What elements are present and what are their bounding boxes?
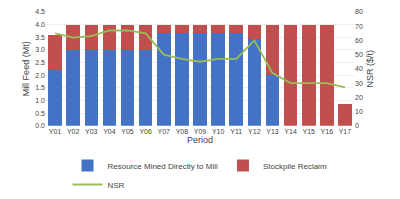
svg-text:3.5: 3.5 <box>35 34 45 41</box>
svg-text:Resource Mined Directly to Mil: Resource Mined Directly to Mill <box>108 162 218 171</box>
svg-text:20: 20 <box>355 94 363 101</box>
svg-text:Y03: Y03 <box>85 128 98 135</box>
svg-text:Y07: Y07 <box>158 128 171 135</box>
svg-text:Y14: Y14 <box>284 128 297 135</box>
svg-text:Y16: Y16 <box>321 128 334 135</box>
svg-text:Y02: Y02 <box>67 128 80 135</box>
svg-text:Y01: Y01 <box>49 128 62 135</box>
svg-text:3.0: 3.0 <box>35 46 45 53</box>
svg-text:Stockpile Reclaim: Stockpile Reclaim <box>263 162 327 171</box>
svg-text:Y05: Y05 <box>121 128 134 135</box>
svg-text:30: 30 <box>355 80 363 87</box>
svg-text:1.5: 1.5 <box>35 84 45 91</box>
svg-text:4.5: 4.5 <box>35 8 45 15</box>
svg-text:NSR: NSR <box>108 181 125 190</box>
svg-text:Y13: Y13 <box>266 128 279 135</box>
svg-text:2.0: 2.0 <box>35 72 45 79</box>
svg-text:NSR ($/t): NSR ($/t) <box>365 50 375 88</box>
svg-text:0.5: 0.5 <box>35 110 45 117</box>
svg-text:Y12: Y12 <box>248 128 261 135</box>
svg-text:Y11: Y11 <box>230 128 242 135</box>
svg-text:50: 50 <box>355 51 363 58</box>
svg-text:70: 70 <box>355 23 363 30</box>
svg-text:60: 60 <box>355 37 363 44</box>
svg-text:80: 80 <box>355 8 363 15</box>
svg-text:2.5: 2.5 <box>35 59 45 66</box>
svg-text:Y04: Y04 <box>103 128 116 135</box>
svg-text:Period: Period <box>187 135 213 145</box>
svg-text:Y08: Y08 <box>176 128 189 135</box>
svg-text:Y15: Y15 <box>302 128 315 135</box>
svg-text:0: 0 <box>355 122 359 129</box>
svg-text:10: 10 <box>355 108 363 115</box>
svg-text:Y09: Y09 <box>194 128 207 135</box>
svg-text:Y10: Y10 <box>212 128 225 135</box>
svg-text:Y06: Y06 <box>139 128 152 135</box>
svg-text:0.0: 0.0 <box>35 122 45 129</box>
svg-text:1.0: 1.0 <box>35 97 45 104</box>
svg-text:40: 40 <box>355 65 363 72</box>
svg-text:Y17: Y17 <box>339 128 352 135</box>
svg-text:4.0: 4.0 <box>35 21 45 28</box>
svg-text:Mill Feed (Mt): Mill Feed (Mt) <box>21 41 31 96</box>
